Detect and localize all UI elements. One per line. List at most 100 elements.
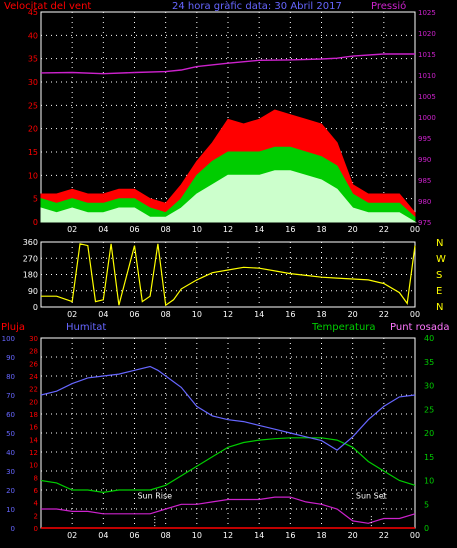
x-tick-label: 10 (192, 225, 202, 234)
x-tick-label: 08 (161, 225, 171, 234)
y-tick-wind: 45 (28, 8, 38, 17)
x-tick-label: 04 (98, 531, 108, 540)
x-tick-label: 20 (348, 531, 358, 540)
x-tick-label: 04 (98, 225, 108, 234)
x-tick-label: 12 (223, 531, 233, 540)
compass-label: E (436, 286, 442, 297)
x-tick-label: 06 (129, 225, 139, 234)
y-tick-rain: 24 (29, 373, 38, 381)
y-tick-pressure: 1015 (418, 51, 436, 59)
wind-direction-series (41, 243, 416, 307)
compass-label: W (436, 254, 446, 265)
x-tick-label: 20 (348, 310, 358, 319)
wind-panel-axes: 0510152025303540459759809859909951000100… (28, 8, 436, 234)
x-tick-label: 18 (316, 225, 326, 234)
x-tick-label: 00 (410, 225, 420, 234)
y-tick-rain: 20 (29, 398, 38, 406)
dew-point-label: Punt rosada (390, 322, 449, 333)
x-tick-label: 12 (223, 225, 233, 234)
x-tick-label: 14 (254, 225, 264, 234)
y-tick-humidity: 100 (2, 335, 15, 343)
y-tick-humidity: 40 (6, 449, 15, 457)
wind-panel-series (40, 53, 417, 223)
y-tick-humidity: 90 (6, 354, 15, 362)
humidity-line (40, 365, 416, 451)
y-tick-pressure: 975 (418, 219, 431, 227)
y-tick-temperature: 40 (424, 334, 434, 343)
y-tick-pressure: 995 (418, 135, 431, 143)
temperature-line (40, 437, 416, 494)
x-tick-label: 20 (348, 225, 358, 234)
x-tick-label: 08 (161, 310, 171, 319)
y-tick-pressure: 1010 (418, 72, 436, 80)
y-tick-wind: 35 (28, 55, 38, 64)
y-tick-direction: 180 (23, 271, 38, 280)
y-tick-rain: 26 (29, 360, 38, 368)
x-tick-label: 18 (316, 531, 326, 540)
y-tick-wind: 10 (28, 171, 38, 180)
x-tick-label: 10 (192, 310, 202, 319)
x-tick-label: 16 (285, 225, 295, 234)
y-tick-wind: 15 (28, 148, 38, 157)
pressure-line (40, 53, 415, 75)
y-tick-temperature: 20 (424, 429, 434, 438)
y-tick-humidity: 70 (6, 392, 15, 400)
y-tick-temperature: 5 (424, 500, 429, 509)
y-tick-temperature: 25 (424, 405, 434, 414)
x-tick-label: 14 (254, 531, 264, 540)
x-tick-label: 12 (223, 310, 233, 319)
y-tick-wind: 25 (28, 101, 38, 110)
x-tick-label: 16 (285, 531, 295, 540)
wind-speed-label: Velocitat del vent (4, 1, 91, 12)
y-tick-wind: 40 (28, 31, 38, 40)
humidity-label: Humitat (66, 322, 106, 333)
y-tick-humidity: 60 (6, 411, 15, 419)
y-tick-wind: 0 (33, 218, 38, 227)
x-tick-label: 02 (67, 225, 77, 234)
x-tick-label: 14 (254, 310, 264, 319)
y-tick-pressure: 1000 (418, 114, 436, 122)
y-tick-wind: 5 (33, 195, 38, 204)
y-tick-pressure: 980 (418, 198, 431, 206)
sunset-label: Sun Set (356, 492, 387, 501)
x-tick-label: 18 (316, 310, 326, 319)
y-tick-rain: 10 (29, 462, 38, 470)
y-tick-wind: 20 (28, 125, 38, 134)
y-tick-humidity: 30 (6, 468, 15, 476)
compass-label: N (436, 238, 443, 249)
y-tick-rain: 2 (34, 512, 38, 520)
y-tick-pressure: 1025 (418, 9, 436, 17)
y-tick-rain: 14 (29, 436, 38, 444)
y-tick-pressure: 1005 (418, 93, 436, 101)
y-tick-temperature: 30 (424, 382, 434, 391)
y-tick-rain: 6 (34, 487, 39, 495)
chart-title: 24 hora gràfic data: 30 Abril 2017 (172, 0, 342, 12)
y-tick-pressure: 990 (418, 156, 431, 164)
sunrise-label: Sun Rise (137, 492, 172, 501)
y-tick-rain: 0 (34, 525, 38, 533)
y-tick-direction: 0 (33, 303, 38, 312)
compass-label: S (436, 270, 442, 281)
climate-panel-axes: 0102030405060708090100024681012141618202… (2, 334, 435, 540)
y-tick-temperature: 10 (424, 477, 434, 486)
x-tick-label: 22 (379, 225, 389, 234)
wind-direction-grid (41, 242, 415, 307)
y-tick-humidity: 0 (11, 525, 15, 533)
rain-label: Pluja (1, 322, 25, 333)
x-tick-label: 06 (129, 310, 139, 319)
temperature-label: Temperatura (311, 322, 376, 333)
x-tick-label: 08 (161, 531, 171, 540)
y-tick-temperature: 15 (424, 453, 434, 462)
y-tick-rain: 16 (29, 424, 38, 432)
y-tick-rain: 12 (29, 449, 38, 457)
y-tick-direction: 270 (23, 254, 38, 263)
y-tick-pressure: 1020 (418, 30, 436, 38)
y-tick-pressure: 985 (418, 177, 431, 185)
pressure-label: Pressió (371, 0, 406, 12)
y-tick-rain: 22 (29, 386, 38, 394)
compass-label: N (436, 302, 443, 313)
y-tick-rain: 4 (34, 500, 39, 508)
